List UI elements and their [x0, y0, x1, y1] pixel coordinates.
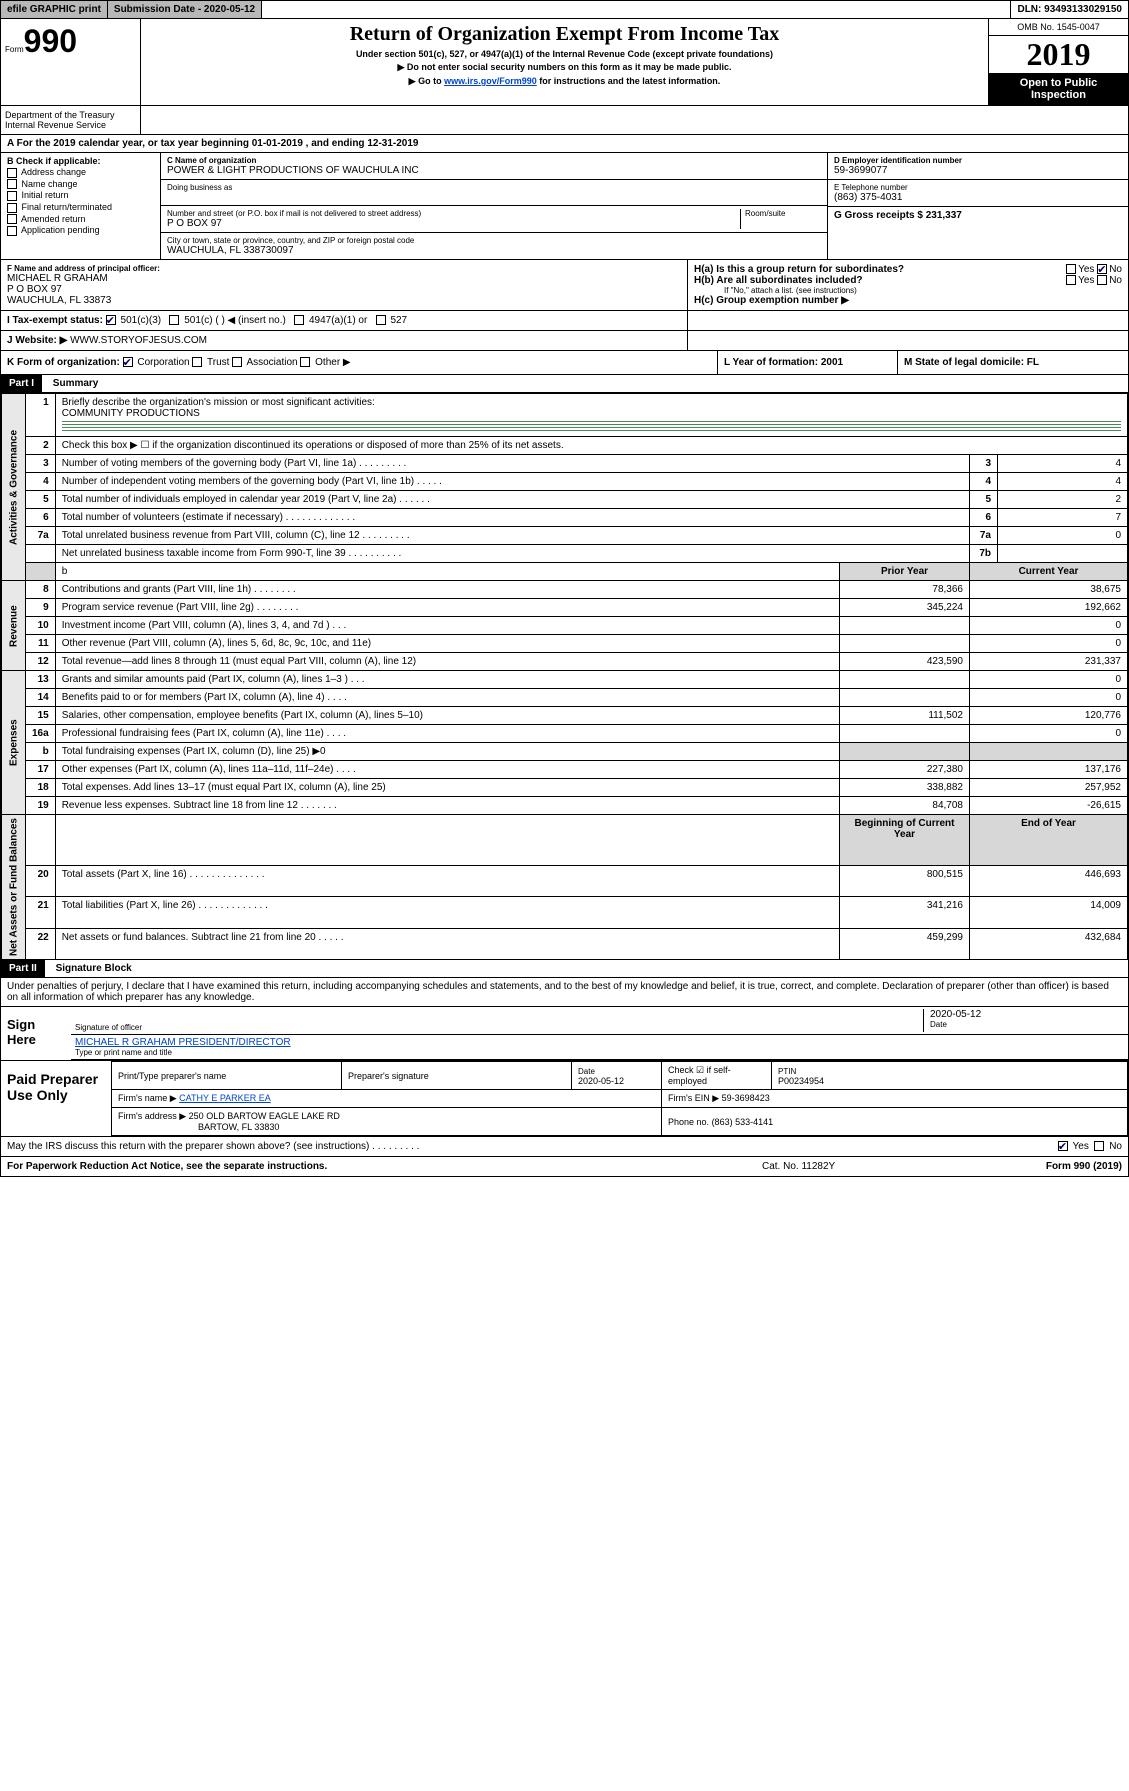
irs-link[interactable]: www.irs.gov/Form990 — [444, 76, 537, 86]
addr-label: Number and street (or P.O. box if mail i… — [167, 209, 736, 218]
form-label-block: Form990 — [1, 19, 141, 105]
firm-name-link[interactable]: CATHY E PARKER EA — [179, 1093, 271, 1103]
chk-4947[interactable] — [294, 315, 304, 325]
hc-row: H(c) Group exemption number ▶ — [694, 295, 1122, 306]
f-label: F Name and address of principal officer: — [7, 264, 681, 273]
part2-title: Signature Block — [48, 963, 132, 974]
room-label: Room/suite — [745, 209, 821, 218]
mission-text: COMMUNITY PRODUCTIONS — [62, 408, 200, 419]
chk-other[interactable] — [300, 357, 310, 367]
submission-date-button[interactable]: Submission Date - 2020-05-12 — [108, 1, 262, 18]
sign-here-block: Sign Here Signature of officer 2020-05-1… — [1, 1007, 1128, 1061]
phone-value: (863) 375-4031 — [834, 192, 1122, 203]
chk-501c[interactable] — [169, 315, 179, 325]
col-h: H(a) Is this a group return for subordin… — [688, 260, 1128, 310]
title-block: Return of Organization Exempt From Incom… — [141, 19, 988, 105]
chk-501c3[interactable] — [106, 315, 116, 325]
website-value: WWW.STORYOFJESUS.COM — [70, 335, 207, 346]
form-note1: ▶ Do not enter social security numbers o… — [151, 62, 978, 73]
part1-header: Part I Summary — [1, 375, 1128, 393]
line-a: A For the 2019 calendar year, or tax yea… — [1, 135, 1128, 153]
ein-value: 59-3699077 — [834, 165, 1122, 176]
top-bar: efile GRAPHIC print Submission Date - 20… — [1, 1, 1128, 19]
officer-addr2: WAUCHULA, FL 33873 — [7, 295, 681, 306]
hb-row: H(b) Are all subordinates included? Yes … — [694, 275, 1122, 286]
form-number: 990 — [24, 23, 77, 59]
col-b: B Check if applicable: Address change Na… — [1, 153, 161, 259]
sign-here-label: Sign Here — [1, 1007, 71, 1060]
side-exp: Expenses — [2, 671, 26, 815]
row-i: I Tax-exempt status: 501(c)(3) 501(c) ( … — [1, 311, 1128, 331]
form-990-page: efile GRAPHIC print Submission Date - 20… — [0, 0, 1129, 1177]
b-title: B Check if applicable: — [7, 156, 154, 166]
summary-table: Activities & Governance 1 Briefly descri… — [1, 393, 1128, 960]
part1-tab: Part I — [1, 375, 42, 392]
chk-initial-return[interactable]: Initial return — [7, 190, 154, 201]
g-label: G Gross receipts $ 231,337 — [834, 210, 1122, 221]
part2-header: Part II Signature Block — [1, 960, 1128, 978]
e-label: E Telephone number — [834, 183, 1122, 192]
org-name: POWER & LIGHT PRODUCTIONS OF WAUCHULA IN… — [167, 165, 821, 176]
city-label: City or town, state or province, country… — [167, 236, 821, 245]
addr-value: P O BOX 97 — [167, 218, 736, 229]
chk-corp[interactable] — [123, 357, 133, 367]
officer-name: MICHAEL R GRAHAM — [7, 273, 681, 284]
chk-amended-return[interactable]: Amended return — [7, 214, 154, 225]
col-deg: D Employer identification number 59-3699… — [828, 153, 1128, 259]
chk-assoc[interactable] — [232, 357, 242, 367]
chk-name-change[interactable]: Name change — [7, 179, 154, 190]
topbar-spacer — [262, 1, 1011, 18]
side-gov: Activities & Governance — [2, 394, 26, 581]
form-subtitle: Under section 501(c), 527, or 4947(a)(1)… — [151, 49, 978, 59]
paid-preparer-block: Paid Preparer Use Only Print/Type prepar… — [1, 1061, 1128, 1137]
form-title: Return of Organization Exempt From Incom… — [151, 23, 978, 46]
chk-discuss-no[interactable] — [1094, 1141, 1104, 1151]
city-value: WAUCHULA, FL 338730097 — [167, 245, 821, 256]
chk-527[interactable] — [376, 315, 386, 325]
declaration: Under penalties of perjury, I declare th… — [1, 978, 1128, 1007]
chk-discuss-yes[interactable] — [1058, 1141, 1068, 1151]
efile-print-button[interactable]: efile GRAPHIC print — [1, 1, 108, 18]
c-name-label: C Name of organization — [167, 156, 821, 165]
officer-addr1: P O BOX 97 — [7, 284, 681, 295]
d-label: D Employer identification number — [834, 156, 1122, 165]
chk-application-pending[interactable]: Application pending — [7, 225, 154, 236]
ha-row: H(a) Is this a group return for subordin… — [694, 264, 1122, 275]
part1-title: Summary — [45, 378, 99, 389]
form-note2: ▶ Go to www.irs.gov/Form990 for instruct… — [151, 76, 978, 87]
section-bcd: B Check if applicable: Address change Na… — [1, 153, 1128, 260]
hb-note: If "No," attach a list. (see instruction… — [694, 286, 1122, 295]
chk-trust[interactable] — [192, 357, 202, 367]
form-prefix: Form — [5, 45, 24, 54]
dept-block: Department of the Treasury Internal Reve… — [1, 106, 141, 134]
section-fh: F Name and address of principal officer:… — [1, 260, 1128, 311]
dba-label: Doing business as — [167, 183, 821, 192]
part2-tab: Part II — [1, 960, 45, 977]
l-year: L Year of formation: 2001 — [718, 351, 898, 374]
tax-year: 2019 — [989, 36, 1128, 73]
paid-label: Paid Preparer Use Only — [1, 1061, 111, 1136]
year-block: OMB No. 1545-0047 2019 Open to Public In… — [988, 19, 1128, 105]
col-c: C Name of organization POWER & LIGHT PRO… — [161, 153, 828, 259]
row-j: J Website: ▶ WWW.STORYOFJESUS.COM — [1, 331, 1128, 351]
discuss-row: May the IRS discuss this return with the… — [1, 1137, 1128, 1157]
col-f: F Name and address of principal officer:… — [1, 260, 688, 310]
chk-address-change[interactable]: Address change — [7, 167, 154, 178]
footer-row: For Paperwork Reduction Act Notice, see … — [1, 1157, 1128, 1176]
header-row: Form990 Return of Organization Exempt Fr… — [1, 19, 1128, 106]
open-to-public: Open to Public Inspection — [989, 73, 1128, 105]
row-k: K Form of organization: Corporation Trus… — [1, 351, 1128, 375]
m-state: M State of legal domicile: FL — [898, 351, 1128, 374]
officer-name-title[interactable]: MICHAEL R GRAHAM PRESIDENT/DIRECTOR — [75, 1037, 1124, 1048]
chk-final-return[interactable]: Final return/terminated — [7, 202, 154, 213]
dln-label: DLN: 93493133029150 — [1011, 1, 1128, 18]
omb-number: OMB No. 1545-0047 — [989, 19, 1128, 36]
side-rev: Revenue — [2, 581, 26, 671]
side-net: Net Assets or Fund Balances — [2, 815, 26, 960]
